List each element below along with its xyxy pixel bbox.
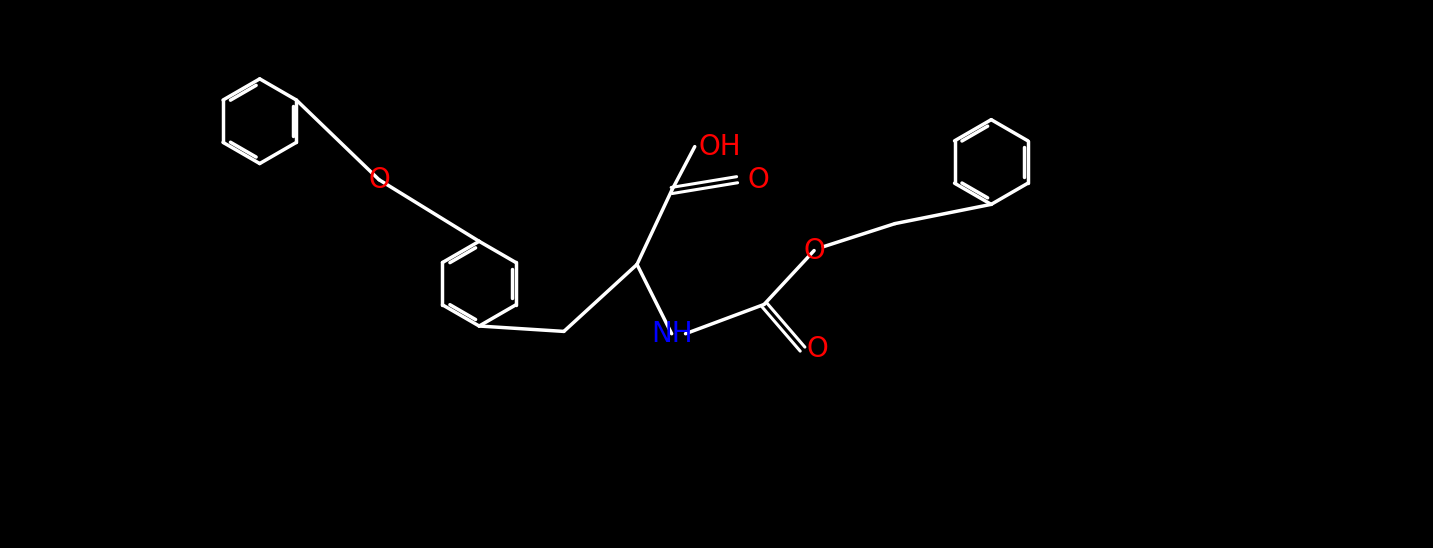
Text: O: O	[748, 165, 770, 194]
Text: OH: OH	[699, 133, 741, 161]
Text: NH: NH	[651, 319, 692, 348]
Text: O: O	[804, 237, 825, 265]
Text: O: O	[807, 335, 828, 363]
Text: O: O	[368, 165, 390, 194]
